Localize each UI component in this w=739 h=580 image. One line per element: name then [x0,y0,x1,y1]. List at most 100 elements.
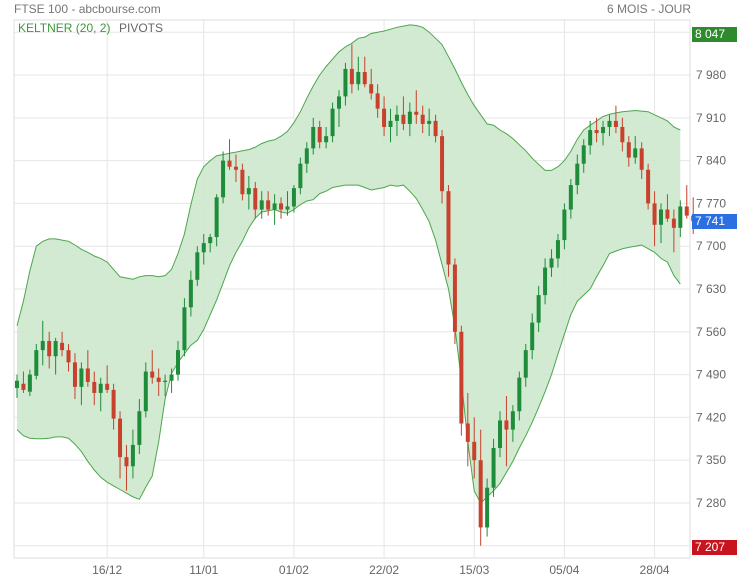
candle-body [491,447,496,488]
candle [188,270,193,317]
candle-body [369,84,374,94]
candle-body [407,111,412,124]
candle [298,157,303,195]
candle [452,258,457,345]
price-tag-last: 7 741 [692,213,737,229]
keltner-upper-line [16,24,681,326]
indicator-keltner[interactable]: KELTNER (20, 2) [18,21,111,35]
x-tick-label: 15/03 [459,563,489,577]
candle-body [607,120,612,127]
candle [581,139,586,173]
candle-body [279,203,284,210]
candle-body [613,120,618,127]
candle-body [53,340,58,357]
candle-body [143,371,148,412]
candle [240,163,245,201]
candle-body [671,218,676,228]
candle [349,44,354,94]
y-tick-label: 7 770 [696,196,726,210]
candle [98,377,103,412]
candle-body [478,460,483,528]
candle [394,105,399,137]
x-tick-label: 05/04 [549,563,579,577]
candle-body [324,136,329,143]
candle [652,191,657,247]
candle [472,417,477,479]
candle-body [130,444,135,467]
candle-body [124,457,129,467]
y-tick-label: 7 560 [696,325,726,339]
candle [85,350,90,387]
candle [485,478,490,537]
y-tick-label: 7 280 [696,496,726,510]
candle-body [414,111,419,115]
candle [504,395,509,467]
candle [594,117,599,143]
candle [433,114,438,143]
candle-body [201,243,206,253]
candle-body [594,130,599,134]
candle-body [118,418,123,458]
candle [156,368,161,396]
period-label[interactable]: 6 MOIS - JOUR [606,2,691,16]
candle [227,139,232,170]
keltner-band [17,24,681,504]
candle [414,90,419,124]
candle [427,108,432,137]
candle-body [356,71,361,85]
candle-body [394,114,399,121]
candle [324,126,329,149]
candle-body [382,108,387,127]
candle [678,200,683,238]
y-tick-label: 7 980 [696,68,726,82]
candle-body [659,209,663,225]
candle [356,56,361,91]
candle-body [246,188,251,195]
candle-body [150,371,155,378]
candle-body [92,381,97,393]
candle [47,331,52,369]
candle-body [111,389,116,419]
y-tick-label: 7 840 [696,154,726,168]
candle [79,362,84,406]
candle [246,175,251,210]
candle-body [639,148,644,170]
candle [169,368,174,393]
candle [40,320,45,366]
candle [633,136,638,164]
candle [446,185,451,277]
candle [613,105,618,134]
candle [311,117,316,155]
candle [665,194,670,222]
candle-body [498,420,502,448]
candle-body [188,279,193,308]
chart-title: FTSE 100 - abcbourse.com [14,2,161,16]
candle-body [485,487,490,528]
candle [208,233,213,253]
candle [272,194,277,225]
candle-body [472,441,477,461]
candle-body [523,350,528,378]
candle-body [253,188,258,210]
candle [536,285,541,332]
candle [317,120,322,149]
candle-body [298,163,303,189]
candle-body [259,200,264,210]
candle [382,96,387,137]
indicator-pivots[interactable]: PIVOTS [119,21,164,35]
candle-body [517,377,522,412]
candle [523,344,528,387]
candle [53,337,58,375]
candle-body [21,383,26,390]
candle [163,374,168,396]
candle-body [433,120,438,137]
candle-body [530,322,535,351]
candle [214,194,219,247]
candle [15,374,19,398]
candle [543,258,548,305]
candle-body [176,350,180,375]
candle-body [311,126,316,149]
candle [601,120,606,146]
candle-body [440,136,445,192]
candle [291,185,296,213]
